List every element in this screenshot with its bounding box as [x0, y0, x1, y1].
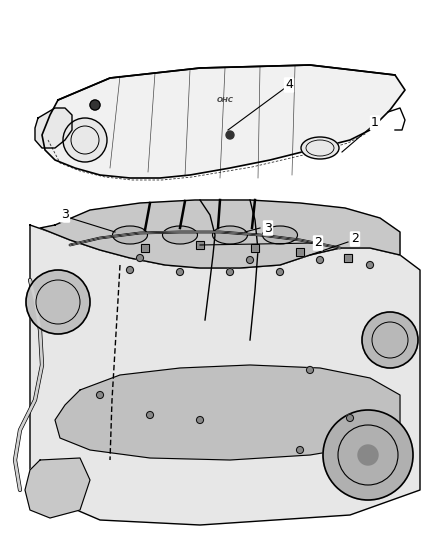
- Circle shape: [297, 447, 304, 454]
- Bar: [296, 248, 304, 256]
- Circle shape: [346, 415, 353, 422]
- Polygon shape: [25, 458, 90, 518]
- Polygon shape: [35, 108, 72, 148]
- Bar: [251, 244, 259, 252]
- Circle shape: [197, 416, 204, 424]
- Text: 2: 2: [351, 232, 359, 246]
- Polygon shape: [40, 200, 400, 268]
- Text: 4: 4: [285, 78, 293, 92]
- Circle shape: [137, 254, 144, 262]
- Circle shape: [323, 410, 413, 500]
- Ellipse shape: [212, 226, 247, 244]
- Circle shape: [276, 269, 283, 276]
- Text: OHC: OHC: [216, 97, 233, 103]
- Circle shape: [146, 411, 153, 418]
- Text: 2: 2: [314, 237, 322, 249]
- Bar: [196, 241, 204, 249]
- Circle shape: [177, 269, 184, 276]
- Bar: [344, 254, 352, 262]
- Circle shape: [26, 270, 90, 334]
- Circle shape: [358, 445, 378, 465]
- Circle shape: [127, 266, 134, 273]
- Bar: [296, 248, 304, 256]
- Bar: [251, 244, 259, 252]
- Ellipse shape: [162, 226, 198, 244]
- Polygon shape: [42, 65, 405, 178]
- Text: 3: 3: [264, 222, 272, 235]
- Circle shape: [307, 367, 314, 374]
- Bar: [344, 254, 352, 262]
- Circle shape: [96, 392, 103, 399]
- Circle shape: [367, 262, 374, 269]
- Ellipse shape: [113, 226, 148, 244]
- Bar: [141, 244, 149, 252]
- Text: 3: 3: [61, 208, 69, 222]
- Text: 1: 1: [371, 117, 379, 130]
- Polygon shape: [55, 365, 400, 460]
- Circle shape: [317, 256, 324, 263]
- Bar: [141, 244, 149, 252]
- Circle shape: [362, 312, 418, 368]
- Circle shape: [90, 100, 100, 110]
- Bar: [196, 241, 204, 249]
- Circle shape: [63, 118, 107, 162]
- Ellipse shape: [301, 137, 339, 159]
- Ellipse shape: [262, 226, 297, 244]
- Circle shape: [226, 269, 233, 276]
- Circle shape: [226, 131, 234, 139]
- Polygon shape: [30, 225, 420, 525]
- Circle shape: [247, 256, 254, 263]
